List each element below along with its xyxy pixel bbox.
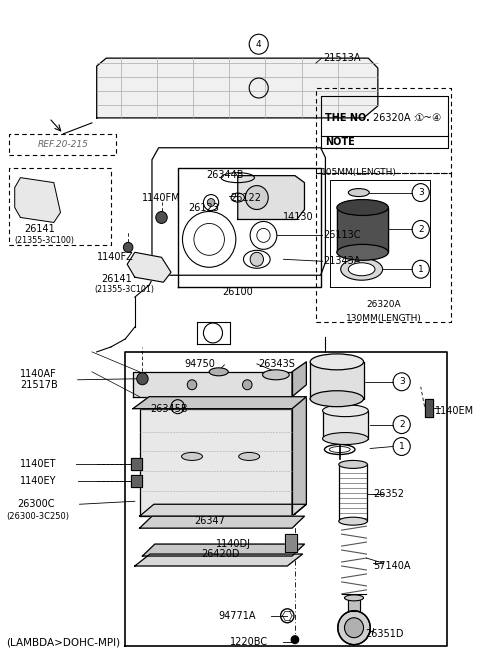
Polygon shape xyxy=(131,459,143,470)
Polygon shape xyxy=(310,362,363,399)
Text: (LAMBDA>DOHC-MPI): (LAMBDA>DOHC-MPI) xyxy=(6,638,120,648)
Polygon shape xyxy=(131,476,143,487)
Text: 26141: 26141 xyxy=(24,225,55,235)
Text: REF.20-215: REF.20-215 xyxy=(38,141,89,149)
Ellipse shape xyxy=(209,368,228,376)
Circle shape xyxy=(250,252,264,266)
Text: NOTE: NOTE xyxy=(325,137,355,147)
Text: 26344B: 26344B xyxy=(206,170,244,179)
Circle shape xyxy=(207,198,215,206)
Text: 1140EM: 1140EM xyxy=(435,405,474,416)
Text: 26141: 26141 xyxy=(101,274,132,284)
Text: (21355-3C101): (21355-3C101) xyxy=(95,284,155,294)
Text: 2: 2 xyxy=(399,420,405,429)
Polygon shape xyxy=(140,516,304,528)
Text: 26345B: 26345B xyxy=(150,403,188,414)
Text: 1140ET: 1140ET xyxy=(21,459,57,469)
Text: 94750: 94750 xyxy=(184,359,215,369)
Text: 94771A: 94771A xyxy=(219,611,256,621)
Ellipse shape xyxy=(337,200,388,215)
Polygon shape xyxy=(140,409,292,516)
Text: 26122: 26122 xyxy=(230,193,261,202)
Ellipse shape xyxy=(341,258,383,280)
Polygon shape xyxy=(143,544,304,556)
Ellipse shape xyxy=(323,432,368,445)
Text: 26320A :: 26320A : xyxy=(373,113,420,123)
Circle shape xyxy=(156,212,167,223)
Text: 1: 1 xyxy=(418,265,424,274)
Ellipse shape xyxy=(339,461,367,468)
Ellipse shape xyxy=(310,354,363,370)
Ellipse shape xyxy=(337,244,388,260)
Ellipse shape xyxy=(263,370,289,380)
Text: (21355-3C100): (21355-3C100) xyxy=(15,236,75,245)
Polygon shape xyxy=(323,411,368,438)
Polygon shape xyxy=(135,554,302,566)
Ellipse shape xyxy=(339,517,367,525)
Circle shape xyxy=(137,373,148,385)
Circle shape xyxy=(338,611,370,645)
Text: 26343S: 26343S xyxy=(259,359,296,369)
Text: 1140DJ: 1140DJ xyxy=(216,539,251,549)
Text: 26352: 26352 xyxy=(373,489,404,499)
Polygon shape xyxy=(133,397,306,409)
Text: 26347: 26347 xyxy=(194,516,225,526)
Circle shape xyxy=(291,636,299,644)
Text: ①~④: ①~④ xyxy=(414,113,441,123)
Ellipse shape xyxy=(310,391,363,407)
Text: 2: 2 xyxy=(418,225,423,234)
Polygon shape xyxy=(424,399,433,417)
Text: 1: 1 xyxy=(399,442,405,451)
Polygon shape xyxy=(292,362,306,397)
Text: 1140FZ: 1140FZ xyxy=(96,252,133,262)
Text: 26113C: 26113C xyxy=(324,231,361,240)
Ellipse shape xyxy=(345,595,363,601)
Text: 26100: 26100 xyxy=(222,287,253,297)
Text: 1140EY: 1140EY xyxy=(21,476,57,486)
Polygon shape xyxy=(140,505,306,516)
Polygon shape xyxy=(133,372,292,397)
Text: 26300C: 26300C xyxy=(18,499,55,509)
Polygon shape xyxy=(127,252,171,283)
Text: 3: 3 xyxy=(418,188,424,197)
Circle shape xyxy=(245,186,268,210)
Text: 21513A: 21513A xyxy=(324,53,361,63)
Text: 105MM(LENGTH): 105MM(LENGTH) xyxy=(321,168,396,177)
Circle shape xyxy=(123,242,133,252)
Polygon shape xyxy=(337,208,388,252)
Text: 21343A: 21343A xyxy=(324,256,361,266)
Ellipse shape xyxy=(239,453,260,461)
Polygon shape xyxy=(286,534,297,552)
Text: 21517B: 21517B xyxy=(21,380,58,390)
Text: 1140FM: 1140FM xyxy=(143,193,181,202)
Text: 130MM(LENGTH): 130MM(LENGTH) xyxy=(346,314,421,323)
Text: 57140A: 57140A xyxy=(373,561,410,571)
Ellipse shape xyxy=(348,263,375,276)
Text: 26320A: 26320A xyxy=(366,300,401,309)
Ellipse shape xyxy=(181,453,203,461)
Text: 14130: 14130 xyxy=(283,212,313,223)
Ellipse shape xyxy=(323,405,368,417)
Polygon shape xyxy=(292,397,306,516)
Circle shape xyxy=(345,618,363,638)
Circle shape xyxy=(187,380,197,390)
Polygon shape xyxy=(15,177,60,223)
Text: 3: 3 xyxy=(399,377,405,386)
Text: 1220BC: 1220BC xyxy=(230,637,268,646)
Polygon shape xyxy=(96,58,378,118)
Polygon shape xyxy=(348,598,360,611)
Text: (26300-3C250): (26300-3C250) xyxy=(6,512,69,521)
Ellipse shape xyxy=(348,189,369,196)
Text: 1140AF: 1140AF xyxy=(21,369,57,379)
Text: 4: 4 xyxy=(256,39,262,49)
Polygon shape xyxy=(238,175,304,219)
Text: 26420D: 26420D xyxy=(202,549,240,559)
Text: THE NO.: THE NO. xyxy=(325,113,370,123)
Circle shape xyxy=(242,380,252,390)
Text: 26123: 26123 xyxy=(188,202,219,212)
Text: 26351D: 26351D xyxy=(365,629,404,639)
